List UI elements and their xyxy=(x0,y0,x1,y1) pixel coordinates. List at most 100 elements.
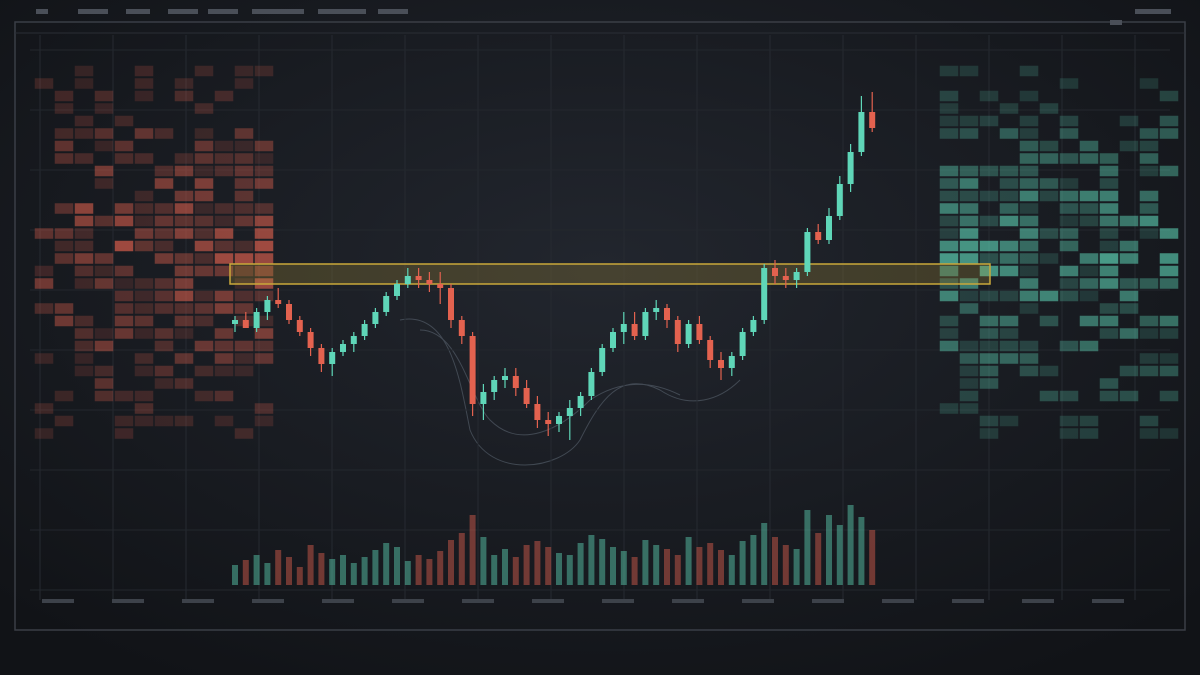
order-block xyxy=(74,65,94,77)
volume-bar xyxy=(696,547,703,585)
order-block xyxy=(114,203,134,214)
volume-bar xyxy=(242,560,249,585)
order-block xyxy=(1019,65,1039,77)
order-block xyxy=(74,128,94,139)
volume-bar xyxy=(523,545,530,585)
order-block xyxy=(979,215,999,227)
order-block xyxy=(34,78,54,89)
volume-bar xyxy=(869,530,876,585)
order-block xyxy=(154,378,174,389)
order-block xyxy=(94,165,114,177)
order-block xyxy=(254,340,274,352)
volume-bar xyxy=(448,540,454,585)
order-block xyxy=(1139,140,1159,152)
order-block xyxy=(1079,265,1099,277)
candle-body xyxy=(458,320,465,336)
order-block xyxy=(1079,140,1099,152)
volume-bar xyxy=(458,533,465,585)
volume-bar xyxy=(264,563,271,585)
order-block xyxy=(1019,365,1039,377)
volume-bar xyxy=(664,549,670,585)
order-block xyxy=(1099,253,1119,264)
order-block xyxy=(1139,353,1159,364)
order-block xyxy=(979,340,999,352)
order-block xyxy=(114,115,134,127)
order-block xyxy=(1039,103,1059,114)
order-block xyxy=(1119,328,1139,339)
candle-body xyxy=(253,312,260,328)
candle-body xyxy=(642,312,649,336)
order-block xyxy=(979,265,999,277)
candle-body xyxy=(728,356,735,368)
order-block xyxy=(194,140,214,152)
axis-label-placeholder xyxy=(1092,599,1124,603)
order-block xyxy=(94,128,114,139)
volume-bar xyxy=(858,517,865,585)
order-block xyxy=(194,290,214,302)
order-block xyxy=(214,328,234,339)
candle-body xyxy=(869,112,876,128)
candle-body xyxy=(275,300,282,304)
order-block xyxy=(1059,78,1079,89)
order-block xyxy=(154,178,174,189)
volume-bar xyxy=(815,533,822,585)
order-block xyxy=(34,428,54,439)
order-block xyxy=(174,290,194,302)
order-block xyxy=(979,90,999,102)
candle-body xyxy=(718,360,724,368)
candle-body xyxy=(404,276,411,284)
candle-body xyxy=(523,388,530,404)
order-block xyxy=(174,353,194,364)
order-block xyxy=(1159,365,1179,377)
volume-bar xyxy=(588,535,595,585)
frame xyxy=(14,21,1186,631)
order-block xyxy=(999,128,1019,139)
toolbar xyxy=(36,9,1171,25)
axis-label-placeholder xyxy=(602,599,634,603)
order-block xyxy=(1099,378,1119,389)
order-block xyxy=(1039,190,1059,202)
axis-label-placeholder xyxy=(252,599,284,603)
order-block xyxy=(134,90,154,102)
order-block xyxy=(979,290,999,302)
order-block xyxy=(194,303,214,314)
order-block xyxy=(74,228,94,239)
axis-label-placeholder xyxy=(532,599,564,603)
order-block xyxy=(154,228,174,239)
order-block xyxy=(234,215,254,227)
order-block xyxy=(959,165,979,177)
order-block xyxy=(174,165,194,177)
order-block xyxy=(1139,215,1159,227)
volume-bar xyxy=(610,547,616,585)
order-block xyxy=(1159,278,1179,289)
order-block xyxy=(1019,203,1039,214)
order-block xyxy=(234,65,254,77)
order-block xyxy=(1039,140,1059,152)
order-block xyxy=(959,228,979,239)
order-block xyxy=(194,190,214,202)
order-block xyxy=(254,140,274,152)
order-block xyxy=(1019,178,1039,189)
order-block xyxy=(54,415,74,427)
order-block xyxy=(959,203,979,214)
order-block xyxy=(154,365,174,377)
order-block xyxy=(114,140,134,152)
order-block xyxy=(194,390,214,402)
order-block xyxy=(1059,115,1079,127)
volume-bar xyxy=(739,541,746,585)
order-block xyxy=(1059,128,1079,139)
order-block xyxy=(939,178,959,189)
axis-label-placeholder xyxy=(322,599,354,603)
order-block xyxy=(94,390,114,402)
volume-bar xyxy=(437,551,444,585)
order-block xyxy=(939,403,959,414)
order-block xyxy=(1019,140,1039,152)
candle-body xyxy=(340,344,346,352)
order-block xyxy=(174,278,194,289)
order-block xyxy=(234,165,254,177)
zone xyxy=(229,263,991,285)
order-block xyxy=(1079,215,1099,227)
order-block xyxy=(959,403,979,414)
volume-bar xyxy=(415,555,422,585)
